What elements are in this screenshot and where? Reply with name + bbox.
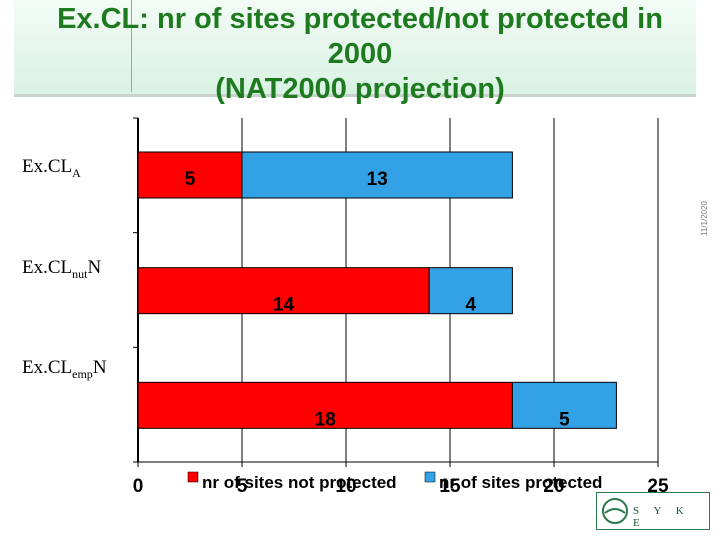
logo-text: S Y K E (633, 505, 690, 529)
title-band (14, 0, 696, 97)
data-label: 5 (185, 169, 196, 190)
data-label: 18 (315, 409, 336, 430)
data-label: 14 (273, 295, 295, 316)
x-tick-label: 5 (237, 476, 248, 497)
bar-segment (511, 381, 617, 429)
data-label: 5 (559, 409, 570, 430)
data-label: 13 (367, 169, 388, 190)
category-label: Ex.CLA (22, 156, 81, 180)
x-tick-label: 0 (133, 476, 144, 497)
title-line-1: Ex.CL: nr of sites protected/not protect… (57, 3, 663, 35)
x-tick-label: 20 (543, 476, 564, 497)
category-label: Ex.CLempN (22, 357, 107, 381)
legend-swatch (187, 471, 199, 483)
chart-title: Ex.CL: nr of sites protected/not protect… (0, 2, 720, 107)
x-tick-label: 15 (439, 476, 461, 497)
data-label: 4 (466, 295, 477, 316)
bar-segment (137, 381, 513, 429)
x-tick-label: 10 (335, 476, 356, 497)
title-divider (131, 0, 132, 92)
category-label: Ex.CLnutN (22, 257, 101, 281)
legend-label: nr of sites protected (439, 473, 602, 492)
bar-segment (137, 267, 430, 315)
bar-segment (428, 267, 513, 315)
legend-swatch (424, 471, 436, 483)
syke-logo-icon (602, 498, 628, 524)
title-line-3: (NAT2000 projection) (215, 73, 505, 105)
legend-label: nr of sites not protected (202, 473, 397, 492)
syke-logo: S Y K E (596, 492, 710, 530)
title-line-2: 2000 (327, 38, 393, 70)
x-tick-label: 25 (647, 476, 669, 497)
bar-segment (137, 151, 243, 199)
bar-segment (241, 151, 513, 199)
